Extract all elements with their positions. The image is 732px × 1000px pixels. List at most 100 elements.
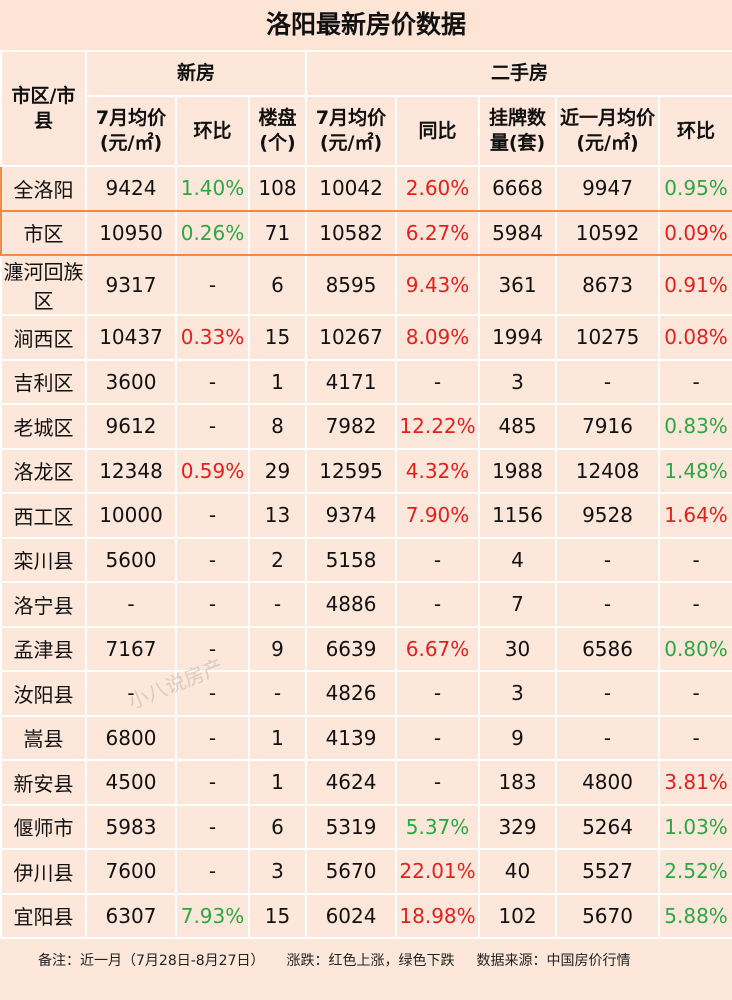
table-cell: 9528 (555, 492, 661, 539)
table-cell: - (175, 759, 250, 806)
table-cell: 1.40% (175, 165, 250, 212)
table-cell: 10582 (305, 209, 398, 256)
table-cell: - (85, 670, 177, 717)
table-cell: 5319 (305, 803, 398, 850)
table-row: 市区 10950 0.26% 71 10582 6.27% 5984 10592 0.09% (0, 209, 732, 256)
table-cell: 洛宁县 (0, 581, 87, 628)
table-cell: 1.64% (658, 492, 732, 539)
table-cell: 9.43% (395, 254, 481, 316)
table-cell: 2.52% (658, 848, 732, 895)
table-cell: 1 (247, 358, 308, 405)
table-cell: 1988 (478, 447, 558, 494)
table-cell: 10950 (85, 209, 177, 256)
table-cell: 4171 (305, 358, 398, 405)
table-cell: 7916 (555, 403, 661, 450)
table-cell: 6668 (478, 165, 558, 212)
table-row: 全洛阳 9424 1.40% 108 10042 2.60% 6668 9947 0.95% (0, 165, 732, 212)
table-cell: 6586 (555, 625, 661, 672)
table-cell: 9374 (305, 492, 398, 539)
table-cell: 4624 (305, 759, 398, 806)
table-cell: 10267 (305, 314, 398, 361)
table-row: 新安县 4500-1 4624-183 4800 3.81% (0, 759, 732, 806)
table-row: 嵩县 6800-1 4139-9- - (0, 714, 732, 761)
header-cell: 二手房 (305, 50, 732, 97)
table-cell: - (175, 848, 250, 895)
table-row: 西工区 10000-13 9374 7.90% 1156 9528 1.64% (0, 492, 732, 539)
table-cell: 10000 (85, 492, 177, 539)
table-cell: 183 (478, 759, 558, 806)
table-cell: 7 (478, 581, 558, 628)
price-table: 市区/市县 新房 二手房 7月均价(元/㎡) 环比 楼盘(个) 7月均价(元/㎡) 同比… (0, 50, 732, 939)
table-cell: 30 (478, 625, 558, 672)
table-cell: - (555, 714, 661, 761)
table-cell: - (395, 581, 481, 628)
table-cell: 5670 (305, 848, 398, 895)
table-cell: 6307 (85, 892, 177, 939)
table-cell: 伊川县 (0, 848, 87, 895)
table-cell: 汝阳县 (0, 670, 87, 717)
table-cell: 栾川县 (0, 536, 87, 583)
table-cell: 108 (247, 165, 308, 212)
table-cell: 10592 (555, 209, 661, 256)
table-cell: 孟津县 (0, 625, 87, 672)
table-cell: 5527 (555, 848, 661, 895)
table-cell: 0.09% (658, 209, 732, 256)
table-cell: 4886 (305, 581, 398, 628)
table-cell: 嵩县 (0, 714, 87, 761)
table-cell: 40 (478, 848, 558, 895)
table-cell: - (175, 492, 250, 539)
table-cell: 0.08% (658, 314, 732, 361)
table-cell: 9317 (85, 254, 177, 316)
table-cell: 6800 (85, 714, 177, 761)
table-cell: - (175, 670, 250, 717)
table-cell: 7.90% (395, 492, 481, 539)
table-cell: - (175, 625, 250, 672)
table-cell: 6024 (305, 892, 398, 939)
table-cell: 12595 (305, 447, 398, 494)
table-cell: 9 (478, 714, 558, 761)
table-cell: - (175, 803, 250, 850)
table-cell: 8.09% (395, 314, 481, 361)
table-cell: 329 (478, 803, 558, 850)
table-row: 宜阳县 6307 7.93% 15 6024 18.98% 102 5670 5.88% (0, 892, 732, 939)
table-cell: 宜阳县 (0, 892, 87, 939)
table-cell: - (555, 581, 661, 628)
table-cell: 9612 (85, 403, 177, 450)
table-cell: 12408 (555, 447, 661, 494)
table-cell: 13 (247, 492, 308, 539)
table-cell: 8 (247, 403, 308, 450)
table-cell: 9424 (85, 165, 177, 212)
footer: 备注：近一月（7月28日-8月27日） 涨跌：红色上涨，绿色下跌 数据来源：中国房价… (0, 939, 732, 984)
table-cell: 10437 (85, 314, 177, 361)
table-cell: 1 (247, 714, 308, 761)
table-cell: 8595 (305, 254, 398, 316)
table-cell: 7600 (85, 848, 177, 895)
table-cell: 10275 (555, 314, 661, 361)
table-cell: 新安县 (0, 759, 87, 806)
table-cell: 10042 (305, 165, 398, 212)
table-cell: 22.01% (395, 848, 481, 895)
table-row: 洛龙区 12348 0.59% 29 12595 4.32% 1988 12408 1.48% (0, 447, 732, 494)
table-cell: 4139 (305, 714, 398, 761)
table-cell: 15 (247, 314, 308, 361)
table-cell: 3 (247, 848, 308, 895)
footer-legend: 涨跌：红色上涨，绿色下跌 (286, 953, 455, 969)
table-cell: 0.59% (175, 447, 250, 494)
header-cell: 7月均价(元/㎡) (85, 95, 177, 167)
table-cell: 29 (247, 447, 308, 494)
table-cell: 3600 (85, 358, 177, 405)
table-cell: 4800 (555, 759, 661, 806)
table-cell: 5670 (555, 892, 661, 939)
header-cell: 楼盘(个) (247, 95, 308, 167)
table-cell: 3 (478, 358, 558, 405)
table-cell: - (658, 536, 732, 583)
table-cell: 老城区 (0, 403, 87, 450)
header-cell: 近一月均价(元/㎡) (555, 95, 661, 167)
table-cell: 1.48% (658, 447, 732, 494)
table-cell: 吉利区 (0, 358, 87, 405)
table-cell: 4 (478, 536, 558, 583)
header-cell: 挂牌数量(套) (478, 95, 558, 167)
table-cell: 7.93% (175, 892, 250, 939)
table-cell: 洛龙区 (0, 447, 87, 494)
table-cell: 1994 (478, 314, 558, 361)
